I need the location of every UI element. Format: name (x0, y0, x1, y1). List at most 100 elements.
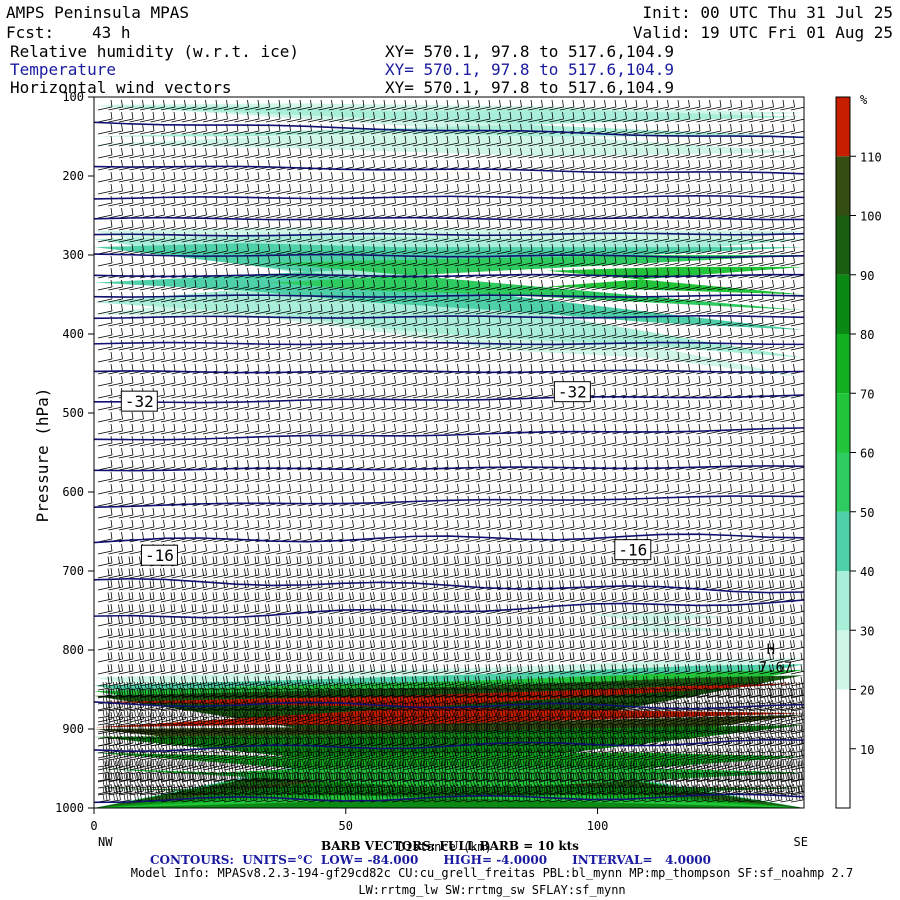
barb-flag (436, 99, 438, 108)
wind-barb (402, 99, 417, 111)
rh-band-mid-60 (270, 255, 804, 311)
barb-shaft (328, 106, 344, 111)
wind-barb (381, 99, 396, 111)
wind-barbs (97, 99, 804, 803)
barb-shaft (255, 106, 270, 111)
barb-shaft (160, 106, 176, 111)
barb-shaft (444, 106, 459, 111)
barb-shaft (318, 106, 333, 111)
barb-shaft (265, 106, 281, 111)
barb-flag (226, 99, 228, 108)
barb-flag (404, 99, 407, 108)
field-name-wind: Horizontal wind vectors (10, 78, 232, 97)
field-xy-wind: XY= 570.1, 97.8 to 517.6,104.9 (385, 78, 674, 97)
barb-flag (425, 99, 428, 108)
barb-shaft (276, 106, 291, 111)
wind-barb (433, 99, 449, 111)
barb-shaft (402, 106, 417, 111)
barb-flag (331, 99, 333, 108)
barb-shaft (150, 106, 165, 111)
barb-shaft (360, 106, 375, 111)
wind-barb (244, 99, 260, 111)
barb-shaft (433, 106, 449, 111)
wind-barb (276, 99, 291, 111)
wind-barb (286, 99, 302, 111)
barb-flag (173, 99, 176, 108)
barb-shaft (370, 106, 386, 111)
plot-area (94, 97, 804, 808)
barb-flag (142, 99, 144, 108)
forecast-label: Fcst: (6, 23, 54, 42)
wind-barb (465, 99, 480, 111)
wind-barb (423, 99, 438, 111)
barb-shaft (391, 106, 407, 111)
barb-flag (320, 99, 323, 108)
barb-flag (110, 99, 113, 108)
product-title: AMPS Peninsula MPAS (6, 3, 189, 22)
wind-barb (118, 99, 134, 111)
barb-shaft (192, 106, 207, 111)
wind-barb (202, 99, 218, 111)
barb-shaft (97, 106, 113, 111)
valid-time: Valid: 19 UTC Fri 01 Aug 25 (633, 23, 893, 42)
wind-barb (234, 99, 249, 111)
wind-barb (339, 99, 354, 111)
barb-flag (289, 99, 291, 108)
barb-shaft (108, 106, 123, 111)
wind-barb (171, 99, 186, 111)
wind-barb (160, 99, 176, 111)
wind-barb (370, 99, 386, 111)
barb-flag (236, 99, 239, 108)
barb-shaft (202, 106, 218, 111)
wind-barb (307, 99, 323, 111)
wind-barb (328, 99, 344, 111)
barb-flag (352, 99, 354, 108)
barb-flag (163, 99, 165, 108)
barb-flag (362, 99, 365, 108)
barb-flag (268, 99, 270, 108)
barb-shaft (454, 106, 470, 111)
wind-barb (412, 99, 428, 111)
barb-flag (152, 99, 155, 108)
barb-flag (205, 99, 207, 108)
wind-barb (223, 99, 239, 111)
barb-flag (383, 99, 386, 108)
barb-flag (467, 99, 470, 108)
barb-flag (341, 99, 344, 108)
barb-shaft (339, 106, 354, 111)
field-xy-rh: XY= 570.1, 97.8 to 517.6,104.9 (385, 42, 674, 61)
wind-barb (150, 99, 165, 111)
wind-barb (349, 99, 365, 111)
barb-shaft (139, 106, 155, 111)
barb-shaft (412, 106, 428, 111)
wind-barb (181, 99, 197, 111)
barb-shaft (223, 106, 239, 111)
barb-shaft (118, 106, 134, 111)
wind-barb (454, 99, 470, 111)
wind-barb (255, 99, 270, 111)
rh-band-patch-30 (587, 612, 724, 633)
barb-flag (215, 99, 218, 108)
barb-shaft (297, 106, 312, 111)
barb-shaft (307, 106, 323, 111)
barb-flag (257, 99, 260, 108)
barb-flag (394, 99, 396, 108)
field-name-rh: Relative humidity (w.r.t. ice) (10, 42, 299, 61)
barb-shaft (181, 106, 197, 111)
barb-shaft (286, 106, 302, 111)
wind-barb (297, 99, 312, 111)
barb-flag (247, 99, 249, 108)
barb-flag (415, 99, 417, 108)
barb-flag (310, 99, 312, 108)
wind-barb (213, 99, 228, 111)
barb-flag (299, 99, 302, 108)
init-time: Init: 00 UTC Thu 31 Jul 25 (643, 3, 893, 22)
barb-shaft (234, 106, 249, 111)
wind-barb (318, 99, 333, 111)
wind-barb (444, 99, 459, 111)
barb-flag (446, 99, 449, 108)
barb-flag (131, 99, 134, 108)
field-xy-temperature: XY= 570.1, 97.8 to 517.6,104.9 (385, 60, 674, 79)
